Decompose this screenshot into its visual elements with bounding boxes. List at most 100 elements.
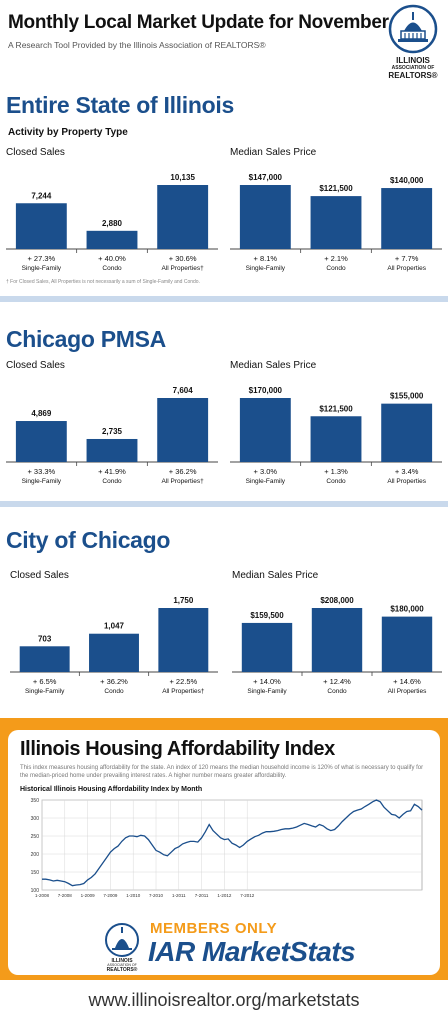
section-divider: [0, 501, 448, 507]
page-header: Monthly Local Market Update for November…: [0, 0, 448, 80]
footer-url-link[interactable]: www.illinoisrealtor.org/marketstats: [88, 990, 360, 1010]
chart-illinois-closed-sales: Closed Sales 7,244 + 27.3% Single-Family 2,…: [6, 147, 218, 277]
change-label: + 12.4%: [323, 677, 351, 686]
bar: [15, 421, 67, 462]
category-label: Single-Family: [22, 265, 62, 272]
section-divider: [0, 296, 448, 302]
category-label: Condo: [327, 688, 347, 695]
bar-chart-svg: $147,000 + 8.1% Single-Family $121,500 + 2.1…: [230, 173, 442, 272]
change-label: + 27.3%: [27, 254, 55, 263]
bar-value-label: 1,750: [173, 596, 194, 605]
chart-title: Median Sales Price: [230, 147, 317, 158]
bar: [381, 403, 433, 462]
promo-logo-line3: REALTORS®: [106, 967, 138, 973]
change-label: + 7.7%: [395, 254, 419, 263]
category-label: Condo: [104, 688, 124, 695]
bar: [311, 608, 363, 672]
change-label: + 6.5%: [33, 677, 57, 686]
plot-area: [41, 799, 423, 891]
promo-logo-line2: ASSOCIATION OF: [107, 963, 137, 967]
chart-title: Closed Sales: [6, 360, 65, 371]
x-tick-label: 7-2011: [195, 893, 209, 898]
bar-value-label: 4,869: [31, 409, 52, 418]
members-only-label: MEMBERS ONLY: [150, 920, 278, 937]
bar: [241, 622, 293, 672]
bar-chart-svg: $170,000 + 3.0% Single-Family $121,500 + 1.3…: [230, 386, 442, 485]
chart-title: Median Sales Price: [230, 360, 317, 371]
bar: [381, 188, 433, 249]
affordability-series-line: [42, 799, 423, 887]
x-tick-label: 1-2012: [217, 893, 232, 898]
bar-value-label: 7,244: [31, 191, 52, 200]
x-tick-label: 1-2010: [126, 893, 141, 898]
category-label: Single-Family: [22, 478, 62, 485]
section-title-illinois: Entire State of Illinois: [6, 92, 234, 118]
change-label: + 3.0%: [254, 467, 278, 476]
category-label: Condo: [102, 265, 122, 272]
category-label: Condo: [326, 265, 346, 272]
x-tick-label: 7-2010: [149, 893, 164, 898]
change-label: + 33.3%: [27, 467, 55, 476]
bar-value-label: $159,500: [250, 611, 284, 620]
bar: [86, 230, 138, 249]
bar: [157, 185, 209, 249]
iar-logo: ILLINOIS ASSOCIATION OF REALTORS®: [384, 4, 442, 82]
y-tick-label: 200: [31, 852, 40, 858]
promo-logo-line1: ILLINOIS: [111, 958, 133, 964]
bar-value-label: 703: [38, 634, 52, 643]
bar: [89, 633, 139, 672]
bar-value-label: $147,000: [249, 173, 283, 182]
category-label: All Properties: [387, 265, 426, 272]
page-title: Monthly Local Market Update for November…: [8, 12, 435, 33]
bar: [157, 398, 209, 462]
page-subtitle: A Research Tool Provided by the Illinois…: [8, 40, 266, 50]
bar-value-label: 10,135: [170, 173, 195, 182]
affordability-description: This index measures housing affordabilit…: [20, 765, 424, 779]
section-title-chicago-pmsa: Chicago PMSA: [6, 326, 166, 352]
capitol-dome-icon: [388, 4, 438, 54]
y-tick-label: 350: [31, 798, 40, 804]
section-title-city-of-chicago: City of Chicago: [6, 527, 171, 553]
marketstats-promo[interactable]: ILLINOIS ASSOCIATION OF REALTORS® MEMBER…: [96, 916, 396, 973]
affordability-title: Illinois Housing Affordability Index: [20, 738, 335, 760]
y-tick-label: 100: [31, 888, 40, 894]
capitol-dome-icon: [105, 923, 139, 957]
category-label: All Properties: [388, 688, 427, 695]
change-label: + 41.9%: [98, 467, 126, 476]
line-chart-title: Historical Illinois Housing Affordabilit…: [20, 786, 203, 793]
bar: [381, 616, 433, 672]
bar-value-label: $121,500: [319, 184, 353, 193]
bar-value-label: $155,000: [390, 392, 424, 401]
logo-text-line3: REALTORS®: [388, 71, 438, 80]
x-tick-label: 7-2012: [240, 893, 255, 898]
category-label: Single-Family: [246, 478, 286, 485]
bar: [239, 185, 291, 249]
x-tick-label: 1-2011: [172, 893, 186, 898]
bar: [15, 203, 67, 249]
bar-value-label: 2,880: [102, 219, 123, 228]
bar-value-label: 2,735: [102, 427, 123, 436]
y-tick-label: 250: [31, 834, 40, 840]
chart-illinois-median-price: Median Sales Price $147,000 + 8.1% Single-…: [230, 147, 442, 277]
change-label: + 22.5%: [169, 677, 197, 686]
category-label: All Properties†: [162, 265, 205, 272]
logo-text-line1: ILLINOIS: [396, 56, 430, 65]
marketstats-brand: IAR MarketStats: [148, 936, 356, 967]
bar-chart-svg: 703 + 6.5% Single-Family 1,047 + 36.2% Condo 1…: [10, 596, 218, 695]
chart-pmsa-closed-sales: Closed Sales 4,869 + 33.3% Single-Family 2,…: [6, 360, 218, 490]
bar-value-label: $180,000: [390, 605, 424, 614]
category-label: All Properties†: [162, 478, 205, 485]
bar-value-label: $121,500: [319, 404, 353, 413]
chart-pmsa-median-price: Median Sales Price $170,000 + 3.0% Single-…: [230, 360, 442, 490]
bar: [310, 196, 362, 249]
footnote: † For Closed Sales, All Properties is no…: [6, 279, 200, 285]
bar: [310, 416, 362, 462]
category-label: Single-Family: [25, 688, 65, 695]
x-tick-label: 7-2009: [103, 893, 118, 898]
bar-chart-svg: 7,244 + 27.3% Single-Family 2,880 + 40.0% Con…: [6, 173, 218, 272]
chart-title: Closed Sales: [10, 570, 69, 581]
change-label: + 1.3%: [324, 467, 348, 476]
category-label: Single-Family: [247, 688, 287, 695]
category-label: Condo: [326, 478, 346, 485]
